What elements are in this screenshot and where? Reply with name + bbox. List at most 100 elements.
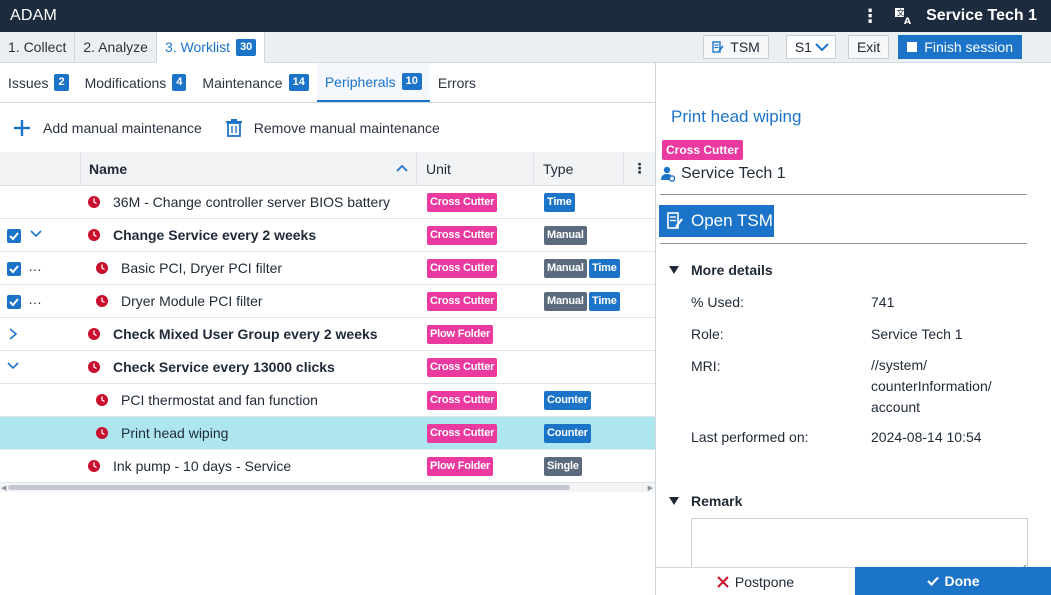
unit-tag: Cross Cutter <box>662 140 743 160</box>
step-label: 1. Collect <box>8 39 67 55</box>
postpone-button[interactable]: Postpone <box>656 567 855 595</box>
section-label: Remark <box>691 493 743 509</box>
scroll-left-icon[interactable]: ◀ <box>1 485 7 492</box>
chevron-right-icon[interactable] <box>8 328 18 340</box>
table-header: Name Unit Type ⋮ <box>0 151 655 186</box>
remove-manual-maintenance-button[interactable]: Remove manual maintenance <box>225 119 440 137</box>
ellipsis-icon: … <box>28 258 43 274</box>
row-checkbox[interactable] <box>7 262 21 276</box>
tab-errors[interactable]: Errors <box>430 63 484 102</box>
divider <box>660 243 1027 244</box>
table-row[interactable]: … Basic PCI, Dryer PCI filter Cross Cutt… <box>0 252 655 285</box>
type-tag: Counter <box>544 424 591 443</box>
tab-issues[interactable]: Issues 2 <box>0 63 77 102</box>
unit-tag: Cross Cutter <box>427 358 498 377</box>
column-header-type[interactable]: Type <box>533 151 623 186</box>
more-details-toggle[interactable]: More details <box>669 262 773 278</box>
remark-toggle[interactable]: Remark <box>669 493 742 509</box>
clock-icon <box>96 295 108 307</box>
step-label: 3. Worklist <box>164 39 231 55</box>
tab-maintenance[interactable]: Maintenance 14 <box>194 63 316 102</box>
maintenance-table: Name Unit Type ⋮ 36M - Change controller… <box>0 151 655 483</box>
postpone-label: Postpone <box>734 573 795 590</box>
tsm-label: TSM <box>730 39 760 55</box>
remove-label: Remove manual maintenance <box>253 120 440 136</box>
unit-tag: Cross Cutter <box>427 292 498 311</box>
clock-icon <box>88 229 100 241</box>
table-row[interactable]: PCI thermostat and fan function Cross Cu… <box>0 384 655 417</box>
done-button[interactable]: Done <box>855 567 1051 595</box>
step-collect[interactable]: 1. Collect <box>0 32 76 62</box>
stop-icon <box>907 42 918 52</box>
column-header-name[interactable]: Name <box>80 151 416 186</box>
row-name: PCI thermostat and fan function <box>121 392 318 408</box>
table-row[interactable]: Ink pump - 10 days - Service Plow Folder… <box>0 450 655 483</box>
row-checkbox[interactable] <box>7 229 21 243</box>
column-menu-icon[interactable]: ⋮ <box>623 151 655 186</box>
row-name: Ink pump - 10 days - Service <box>113 458 292 474</box>
assignee: Service Tech 1 <box>661 165 786 183</box>
exit-label: Exit <box>856 39 881 55</box>
count-badge: 30 <box>236 38 257 56</box>
tsm-icon <box>712 41 724 53</box>
field-label: Role: <box>691 326 724 342</box>
table-row[interactable]: Change Service every 2 weeks Cross Cutte… <box>0 219 655 252</box>
tsm-button[interactable]: TSM <box>703 35 769 59</box>
count-badge: 14 <box>288 74 309 91</box>
scroll-right-icon[interactable]: ▶ <box>647 485 653 492</box>
checkmark-icon <box>9 265 19 274</box>
table-row[interactable]: Check Service every 13000 clicks Cross C… <box>0 351 655 384</box>
step-worklist[interactable]: 3. Worklist 30 <box>156 32 266 63</box>
chevron-down-icon[interactable] <box>7 361 19 371</box>
type-tag: Manual <box>544 259 587 278</box>
type-tag: Single <box>544 457 582 476</box>
count-badge: 10 <box>401 73 422 90</box>
row-name: Basic PCI, Dryer PCI filter <box>121 260 283 276</box>
remark-input[interactable] <box>691 518 1028 574</box>
unit-tag: Cross Cutter <box>427 193 498 212</box>
add-manual-maintenance-button[interactable]: Add manual maintenance <box>13 119 202 137</box>
station-select[interactable]: S1 <box>785 35 836 59</box>
table-row-selected[interactable]: Print head wiping Cross Cutter Counter <box>0 417 655 450</box>
exit-button[interactable]: Exit <box>847 35 890 59</box>
field-label: % Used: <box>691 294 744 310</box>
step-analyze[interactable]: 2. Analyze <box>75 32 157 62</box>
tab-modifications[interactable]: Modifications 4 <box>77 63 195 102</box>
open-tsm-button[interactable]: Open TSM <box>659 205 774 237</box>
tab-peripherals[interactable]: Peripherals 10 <box>316 63 430 102</box>
row-name: Check Service every 13000 clicks <box>113 359 335 375</box>
table-row[interactable]: … Dryer Module PCI filter Cross Cutter M… <box>0 285 655 318</box>
row-name: Check Mixed User Group every 2 weeks <box>113 326 378 342</box>
unit-tag: Cross Cutter <box>427 259 498 278</box>
type-tag: Time <box>589 292 620 311</box>
horizontal-scrollbar[interactable]: ◀ ▶ <box>0 483 655 492</box>
plus-icon <box>14 120 30 136</box>
add-label: Add manual maintenance <box>43 120 202 136</box>
panel-divider[interactable] <box>655 63 656 595</box>
clock-icon <box>88 361 100 373</box>
type-tag: Manual <box>544 226 587 245</box>
row-name: Change Service every 2 weeks <box>113 227 317 243</box>
trash-icon <box>225 119 242 137</box>
more-options-icon[interactable]: ⋮ <box>861 6 880 26</box>
svg-text:A: A <box>904 17 911 25</box>
clock-icon <box>96 394 108 406</box>
section-label: More details <box>691 262 773 278</box>
field-label: Last performed on: <box>691 429 809 445</box>
close-icon <box>717 575 729 588</box>
column-label: Name <box>89 160 128 177</box>
divider <box>660 194 1027 195</box>
table-row[interactable]: Check Mixed User Group every 2 weeks Plo… <box>0 318 655 351</box>
type-tag: Counter <box>544 391 591 410</box>
current-user[interactable]: Service Tech 1 <box>926 7 1037 24</box>
scrollbar-thumb[interactable] <box>8 485 570 490</box>
row-checkbox[interactable] <box>7 295 21 309</box>
field-value: 741 <box>871 294 895 310</box>
column-header-unit[interactable]: Unit <box>416 151 533 186</box>
unit-tag: Plow Folder <box>427 457 494 476</box>
table-row[interactable]: 36M - Change controller server BIOS batt… <box>0 186 655 219</box>
finish-session-button[interactable]: Finish session <box>898 35 1022 59</box>
chevron-down-icon[interactable] <box>30 229 42 239</box>
